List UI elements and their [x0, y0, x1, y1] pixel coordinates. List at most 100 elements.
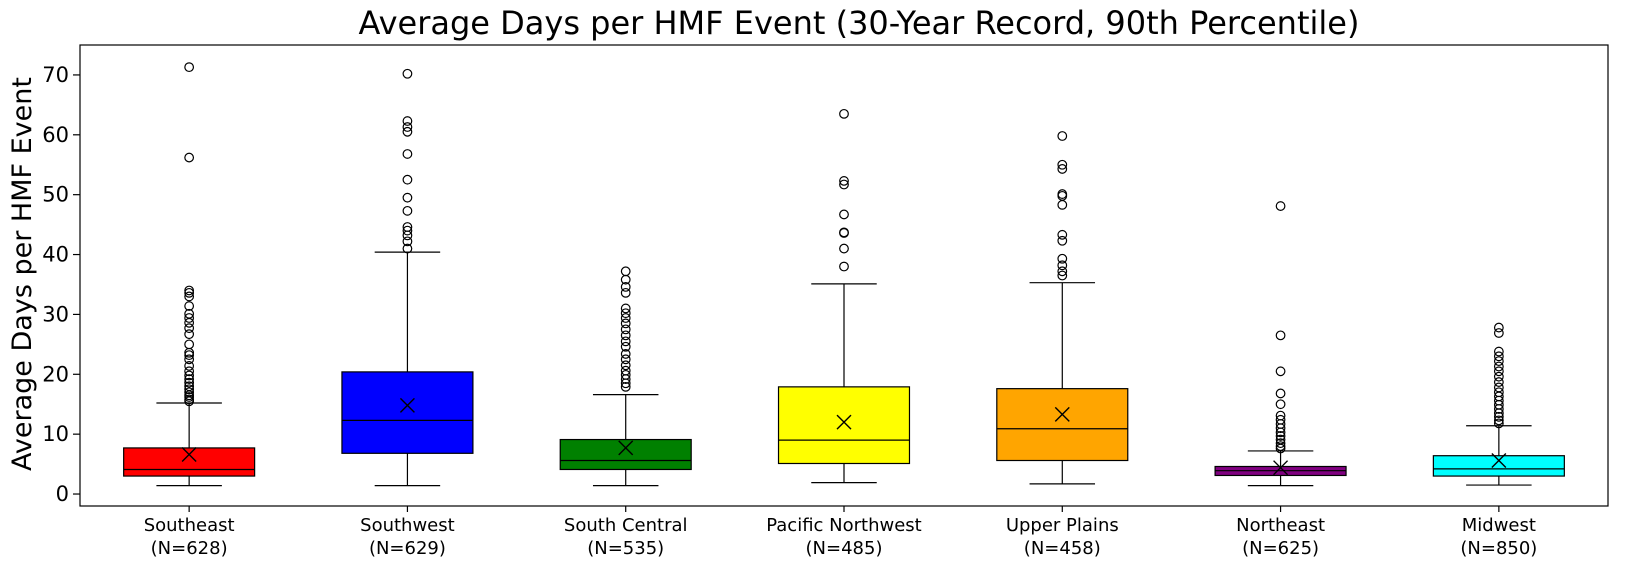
outlier-point [1057, 189, 1068, 199]
outlier-point [402, 116, 413, 126]
box-southwest [341, 371, 474, 454]
chart-title: Average Days per HMF Event (30-Year Reco… [359, 4, 1360, 42]
outlier-point [402, 222, 413, 232]
mean-marker [181, 447, 197, 463]
x-tick-label-count: (N=625) [1242, 538, 1319, 559]
outlier-point [620, 341, 631, 352]
outlier-point [1493, 411, 1504, 422]
x-tick-label-region: Pacific Northwest [766, 515, 922, 536]
outlier-point [1275, 410, 1286, 421]
mean-marker [1491, 453, 1507, 468]
outlier-point [620, 303, 631, 314]
outlier-point [184, 339, 195, 350]
outlier-point [402, 174, 413, 185]
outlier-point [1493, 387, 1504, 398]
x-tick-label-region: South Central [564, 515, 688, 536]
outlier-point [184, 361, 195, 371]
outlier-point [839, 176, 849, 186]
outlier-point [839, 227, 849, 238]
outlier-point [620, 318, 631, 329]
mean-marker [1273, 460, 1289, 476]
outlier-point [620, 266, 631, 277]
outlier-point [402, 192, 413, 203]
x-tick-label-region: Northeast [1236, 515, 1325, 536]
outlier-point [1057, 235, 1068, 246]
outlier-point [184, 354, 195, 365]
y-tick-label: 10 [42, 422, 69, 446]
outlier-point [184, 377, 195, 388]
outlier-point [402, 236, 413, 247]
box-southeast [123, 447, 256, 477]
outlier-point [1275, 434, 1286, 445]
outlier-point [1493, 351, 1504, 362]
outlier-point [184, 62, 195, 73]
outlier-point [184, 323, 195, 334]
outlier-point [184, 313, 195, 323]
plot-area: 0 10 20 30 40 50 60 70 Southeast(N=628) Southwest… [42, 62, 1565, 559]
x-tick-label-count: (N=485) [806, 538, 883, 559]
outlier-point [184, 152, 195, 163]
outlier-point [184, 381, 195, 392]
outlier-point [402, 68, 413, 79]
outlier-point [839, 108, 849, 119]
x-tick-label-region: Southeast [144, 515, 235, 536]
y-tick-label: 70 [42, 63, 69, 87]
outlier-point [1493, 328, 1504, 338]
outlier-point [1275, 441, 1286, 452]
outlier-point [184, 285, 195, 296]
outlier-point [1493, 361, 1504, 372]
outlier-point [184, 329, 195, 340]
box-pacific-northwest [777, 386, 911, 465]
outlier-point [1275, 330, 1286, 341]
outlier-point [402, 225, 413, 236]
outlier-point [839, 243, 849, 254]
outlier-point [184, 287, 195, 298]
outlier-point [1275, 366, 1286, 377]
outlier-point [1057, 131, 1068, 141]
mean-marker [1054, 406, 1070, 422]
y-tick-label: 20 [42, 362, 69, 386]
outlier-point [1493, 415, 1504, 426]
box-upper-plains [996, 388, 1129, 462]
y-axis-label: Average Days per HMF Event [7, 77, 38, 471]
outlier-point [1493, 346, 1504, 357]
outlier-point [620, 365, 631, 376]
outlier-point [1493, 418, 1504, 429]
outlier-point [1275, 431, 1286, 441]
outlier-point [402, 243, 413, 254]
outlier-point [620, 381, 631, 392]
plot-frame [79, 44, 1609, 507]
outlier-point [1275, 201, 1286, 211]
outlier-point [184, 370, 195, 381]
outlier-point [1275, 438, 1286, 449]
x-tick-label-count: (N=458) [1024, 538, 1101, 559]
outlier-point [620, 354, 631, 365]
outlier-point [1057, 159, 1068, 170]
outlier-point [184, 308, 195, 319]
outlier-point [620, 324, 631, 335]
outlier-point [620, 336, 631, 347]
outlier-point [1493, 382, 1504, 393]
outlier-point [1057, 270, 1068, 281]
outlier-point [839, 261, 849, 272]
outlier-point [620, 281, 631, 292]
outlier-point [184, 301, 195, 311]
mean-marker [399, 397, 415, 413]
outlier-point [1057, 260, 1068, 271]
outlier-point [1493, 377, 1504, 387]
y-tick-label: 0 [56, 482, 69, 506]
outlier-point [402, 205, 413, 216]
outlier-point [839, 209, 849, 220]
outlier-point [184, 387, 195, 398]
outlier-point [620, 308, 631, 319]
outlier-point [1057, 229, 1068, 240]
outlier-point [839, 179, 849, 190]
x-tick-label-count: (N=629) [369, 538, 446, 559]
outlier-point [1493, 371, 1504, 382]
outlier-point [620, 369, 631, 380]
outlier-point [1493, 356, 1504, 367]
y-tick-label: 60 [42, 123, 69, 147]
x-tick-label-region: Southwest [360, 515, 455, 536]
x-tick-label-count: (N=535) [587, 538, 664, 559]
